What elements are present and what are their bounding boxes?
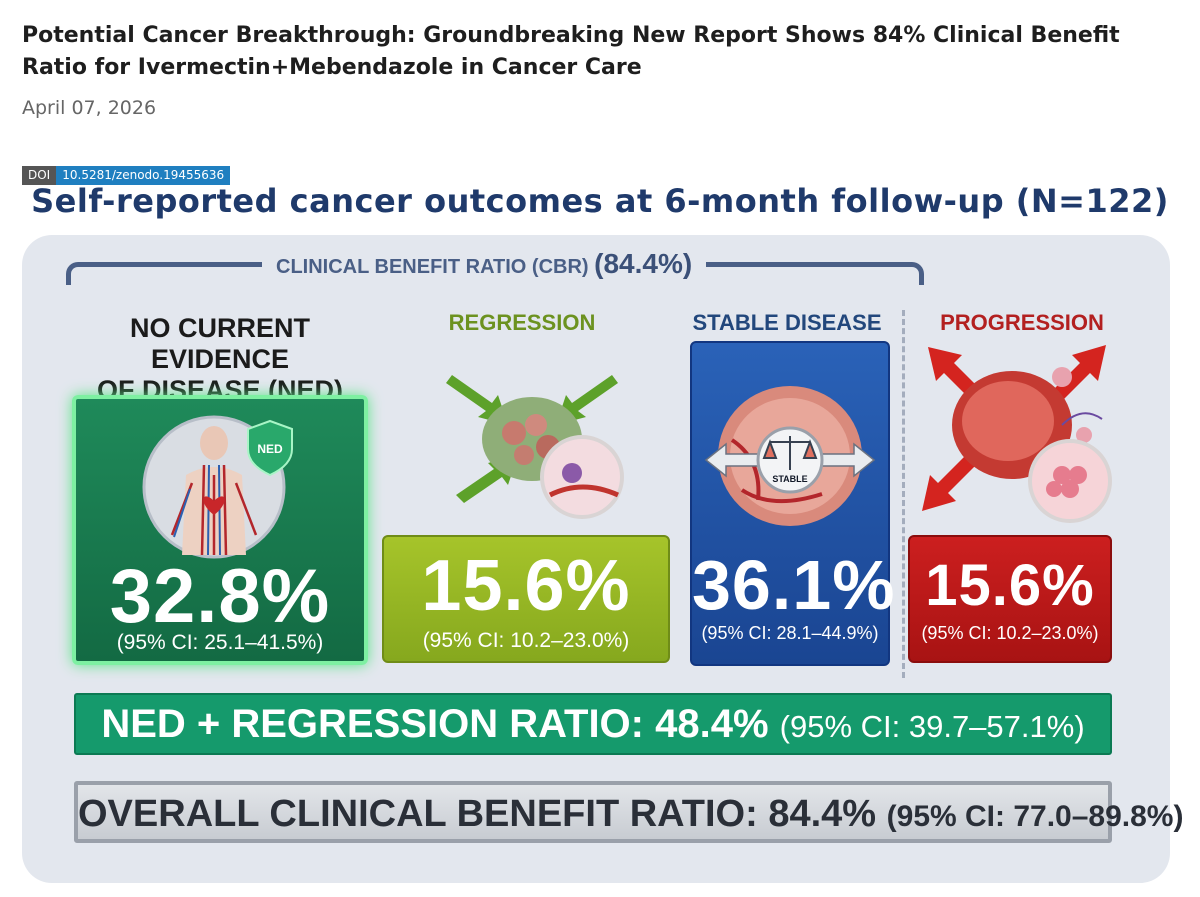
cbr-label-text: CLINICAL BENEFIT RATIO (CBR)	[276, 256, 589, 278]
regression-title: REGRESSION	[448, 310, 596, 335]
overall-cbr-ci: (95% CI: 77.0–89.8%)	[886, 800, 1184, 833]
cbr-value: (84.4%)	[594, 248, 693, 279]
human-circulation-illustration: NED	[142, 415, 293, 559]
regression-tumor-illustration	[446, 375, 624, 519]
stable-title: STABLE DISEASE	[692, 310, 882, 335]
ned-value: 32.8%	[109, 554, 331, 639]
regression-ci: (95% CI: 10.2–23.0%)	[422, 629, 630, 652]
regression-card: 15.6% (95% CI: 10.2–23.0%)	[382, 535, 670, 663]
ned-regression-bar: NED + REGRESSION RATIO: 48.4% (95% CI: 3…	[74, 693, 1112, 755]
overall-cbr-label: OVERALL CLINICAL BENEFIT RATIO: 84.4%	[78, 793, 877, 835]
ned-badge-text: NED	[257, 442, 283, 456]
ned-regression-label: NED + REGRESSION RATIO: 48.4%	[101, 702, 769, 746]
ned-ci: (95% CI: 25.1–41.5%)	[116, 631, 324, 654]
infographic-panel: CLINICAL BENEFIT RATIO (CBR) (84.4%) NO …	[22, 235, 1183, 883]
stable-ci: (95% CI: 28.1–44.9%)	[701, 623, 879, 643]
doi-badge[interactable]: DOI 10.5281/zenodo.19455636	[22, 166, 231, 185]
progression-divider	[902, 310, 905, 678]
stable-tumor-illustration: STABLE	[704, 386, 876, 526]
ned-shield-icon: NED	[247, 419, 293, 477]
overall-cbr-bar: OVERALL CLINICAL BENEFIT RATIO: 84.4% (9…	[74, 781, 1183, 843]
article-headline: Potential Cancer Breakthrough: Groundbre…	[22, 23, 1120, 80]
ned-title-line1: NO CURRENT EVIDENCE	[130, 313, 310, 374]
progression-ci: (95% CI: 10.2–23.0%)	[921, 623, 1099, 643]
balance-scale-icon	[762, 436, 818, 470]
publish-date: April 07, 2026	[22, 97, 157, 119]
progression-value: 15.6%	[925, 553, 1095, 618]
infographic-title: Self-reported cancer outcomes at 6-month…	[31, 182, 1169, 220]
ned-title: NO CURRENT EVIDENCE OF DISEASE (NED)	[70, 313, 370, 406]
cbr-label: CLINICAL BENEFIT RATIO (CBR) (84.4%)	[262, 248, 707, 282]
progression-tumor-illustration	[922, 345, 1112, 523]
doi-label: DOI	[22, 166, 57, 185]
doi-link[interactable]: 10.5281/zenodo.19455636	[56, 166, 231, 185]
regression-value: 15.6%	[421, 546, 631, 626]
ned-regression-ci: (95% CI: 39.7–57.1%)	[779, 709, 1085, 744]
progression-card: 15.6% (95% CI: 10.2–23.0%)	[908, 535, 1112, 663]
stable-value: 36.1%	[692, 546, 896, 624]
progression-title: PROGRESSION	[940, 310, 1104, 335]
stable-badge-text: STABLE	[772, 474, 807, 484]
